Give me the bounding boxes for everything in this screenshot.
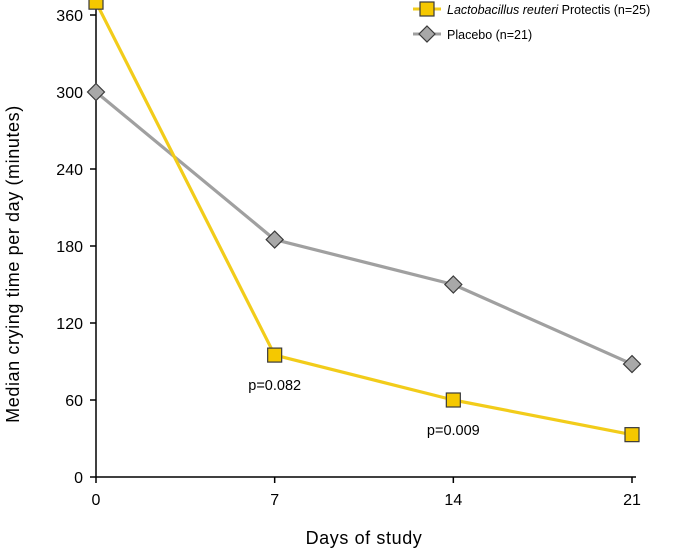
y-tick-label: 120	[56, 316, 83, 333]
data-point-diamond	[443, 275, 463, 294]
legend: Lactobacillus reuteri Protectis (n=25) P…	[413, 1, 650, 43]
data-point-square	[267, 347, 283, 363]
y-axis-ticks: 0 60 120 180 240 300 360	[56, 8, 96, 487]
x-tick-label: 14	[444, 492, 462, 509]
x-tick-label: 0	[92, 492, 101, 509]
data-point-diamond	[265, 230, 285, 249]
data-point-square	[445, 392, 461, 408]
series-layer	[86, 0, 642, 443]
legend-marker-square	[419, 1, 435, 17]
data-point-square	[88, 0, 104, 10]
y-tick-label: 300	[56, 85, 83, 102]
legend-label-rest: Protectis (n=25)	[558, 3, 650, 17]
annotations: p=0.082 p=0.009	[248, 378, 479, 439]
legend-item-placebo: Placebo (n=21)	[413, 25, 532, 43]
series-line	[94, 1, 633, 437]
y-tick-label: 60	[65, 393, 83, 410]
x-axis-ticks: 0 7 14 21	[92, 477, 641, 509]
legend-marker-diamond	[418, 25, 436, 43]
series-line	[94, 90, 633, 366]
y-tick-label: 360	[56, 8, 83, 25]
data-point-square	[624, 427, 640, 443]
p-value-label: p=0.082	[248, 378, 301, 394]
series-placebo	[86, 82, 642, 374]
legend-label-lactobacillus: Lactobacillus reuteri Protectis (n=25)	[447, 3, 650, 17]
legend-item-lactobacillus: Lactobacillus reuteri Protectis (n=25)	[413, 1, 650, 17]
data-point-diamond	[86, 82, 106, 102]
data-point-diamond	[622, 354, 642, 374]
series-lactobacillus	[88, 0, 640, 443]
legend-label-placebo: Placebo (n=21)	[447, 28, 532, 42]
y-axis-title: Median crying time per day (minutes)	[3, 105, 23, 423]
y-tick-label: 180	[56, 239, 83, 256]
x-axis-title: Days of study	[306, 528, 423, 548]
legend-label-italic: Lactobacillus reuteri	[447, 3, 559, 17]
p-value-label: p=0.009	[427, 423, 480, 439]
x-tick-label: 7	[270, 492, 279, 509]
axes	[95, 4, 636, 478]
y-tick-label: 240	[56, 162, 83, 179]
x-tick-label: 21	[623, 492, 641, 509]
y-tick-label: 0	[74, 470, 83, 487]
